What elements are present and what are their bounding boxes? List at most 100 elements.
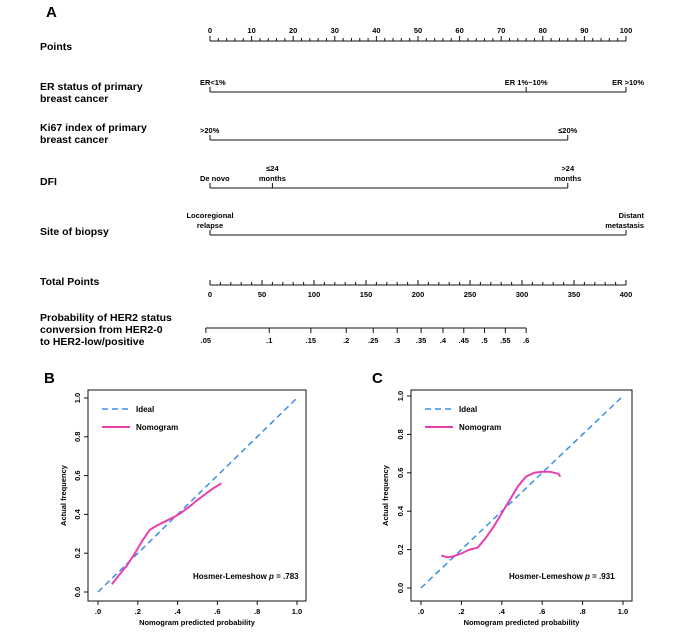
y-tick-label: 0.6 bbox=[73, 470, 82, 480]
row-label-line: breast cancer bbox=[40, 93, 108, 105]
row-label-line: Site of biopsy bbox=[40, 226, 109, 238]
points-tick-label: 100 bbox=[620, 26, 633, 35]
row-label-line: Points bbox=[40, 41, 72, 53]
row-label: Probability of HER2 status conversion fro… bbox=[40, 312, 172, 348]
x-tick-label: .0 bbox=[95, 607, 101, 616]
points-tick-label: 60 bbox=[455, 26, 463, 35]
variable-level-label-line: >24 bbox=[561, 164, 575, 173]
x-axis-label: Nomogram predicted probability bbox=[464, 618, 581, 627]
variable-level-label-line: >20% bbox=[200, 126, 220, 135]
total-points-tick-label: 0 bbox=[208, 290, 212, 299]
y-tick-label: 0.8 bbox=[73, 432, 82, 442]
variable-level-label-line: Distant bbox=[619, 211, 645, 220]
x-tick-label: 1.0 bbox=[618, 607, 628, 616]
variable-level-label-line: ER 1%~10% bbox=[505, 78, 548, 87]
calibration-plot-c: .0 .2 .4 .6 .8 1.0 0.0 0.2 0.4 0.6 0.8 1.0 Nomogram … bbox=[381, 389, 633, 627]
hosmer-lemeshow-annotation: Hosmer-Lemeshow p = .931 bbox=[509, 572, 615, 581]
x-tick-label: .4 bbox=[499, 607, 506, 616]
y-tick-label: 0.0 bbox=[396, 583, 405, 593]
annotation-prefix: Hosmer-Lemeshow bbox=[509, 572, 585, 581]
points-tick-label: 90 bbox=[580, 26, 588, 35]
row-label: Site of biopsy bbox=[40, 226, 109, 238]
variable-level-label-line: months bbox=[554, 174, 581, 183]
row-label-line: DFI bbox=[40, 176, 57, 188]
nomogram-curve bbox=[440, 470, 562, 559]
variable-level-label-line: De novo bbox=[200, 174, 230, 183]
points-tick-label: 80 bbox=[539, 26, 547, 35]
y-axis-label: Actual frequency bbox=[59, 464, 68, 526]
row-label-line: ER status of primary bbox=[40, 81, 143, 93]
probability-tick-label: .55 bbox=[500, 336, 510, 345]
annotation-p: p bbox=[584, 572, 590, 581]
annotation-suffix: = .783 bbox=[274, 572, 299, 581]
probability-tick-label: .1 bbox=[266, 336, 272, 345]
variable-level-label: ER >10% bbox=[612, 78, 644, 87]
variable-level-label: ER 1%~10% bbox=[505, 78, 548, 87]
panel-label-b: B bbox=[44, 370, 55, 387]
points-tick-label: 40 bbox=[372, 26, 380, 35]
y-tick-label: 0.6 bbox=[396, 468, 405, 478]
variable-level-label: Distant metastasis bbox=[605, 211, 644, 230]
total-points-tick-label: 400 bbox=[620, 290, 633, 299]
variable-level-label: ≤20% bbox=[558, 126, 577, 135]
legend-label: Ideal bbox=[136, 405, 154, 414]
plot-frame bbox=[410, 389, 633, 602]
x-tick-label: .8 bbox=[579, 607, 585, 616]
annotation-prefix: Hosmer-Lemeshow bbox=[193, 572, 269, 581]
x-tick-label: .4 bbox=[174, 607, 181, 616]
y-tick-label: 1.0 bbox=[396, 391, 405, 401]
y-axis-label: Actual frequency bbox=[381, 464, 390, 526]
y-tick-label: 0.0 bbox=[73, 587, 82, 597]
hosmer-lemeshow-annotation: Hosmer-Lemeshow p = .783 bbox=[193, 572, 299, 581]
x-tick-label: .0 bbox=[418, 607, 424, 616]
calibration-plot-b: .0 .2 .4 .6 .8 1.0 0.0 0.2 0.4 0.6 0.8 1.0 Nomogram … bbox=[59, 389, 307, 627]
points-tick-label: 20 bbox=[289, 26, 297, 35]
x-tick-label: .6 bbox=[539, 607, 545, 616]
panel-label-a: A bbox=[46, 4, 57, 21]
y-tick-label: 0.8 bbox=[396, 429, 405, 439]
row-label-line: to HER2-low/positive bbox=[40, 336, 145, 348]
total-points-tick-label: 250 bbox=[464, 290, 477, 299]
total-points-tick-label: 150 bbox=[360, 290, 373, 299]
y-tick-label: 1.0 bbox=[73, 393, 82, 403]
x-axis-label: Nomogram predicted probability bbox=[139, 618, 256, 627]
x-tick-label: .2 bbox=[135, 607, 141, 616]
points-tick-label: 0 bbox=[208, 26, 212, 35]
x-tick-label: 1.0 bbox=[292, 607, 302, 616]
x-tick-label: .2 bbox=[458, 607, 464, 616]
points-tick-label: 30 bbox=[331, 26, 339, 35]
row-label-line: Total Points bbox=[40, 276, 99, 288]
variable-level-label-line: ≤24 bbox=[266, 164, 279, 173]
probability-tick-label: .3 bbox=[394, 336, 400, 345]
total-points-tick-label: 350 bbox=[568, 290, 581, 299]
row-label: Ki67 index of primary breast cancer bbox=[40, 122, 147, 146]
probability-tick-label: .5 bbox=[481, 336, 487, 345]
ideal-line bbox=[420, 395, 624, 589]
variable-level-label-line: ER >10% bbox=[612, 78, 644, 87]
plot-frame bbox=[87, 389, 307, 602]
row-label-line: conversion from HER2-0 bbox=[40, 324, 163, 336]
row-label: ER status of primary breast cancer bbox=[40, 81, 143, 105]
variable-level-label: ≤24 months bbox=[259, 164, 286, 183]
variable-level-label-line: Locoregional bbox=[186, 211, 233, 220]
y-tick-label: 0.4 bbox=[396, 505, 405, 516]
y-tick-label: 0.2 bbox=[396, 544, 405, 554]
probability-tick-label: .45 bbox=[459, 336, 469, 345]
points-tick-label: 70 bbox=[497, 26, 505, 35]
total-points-tick-label: 50 bbox=[258, 290, 266, 299]
variable-level-label: >20% bbox=[200, 126, 220, 135]
variable-level-label-line: months bbox=[259, 174, 286, 183]
row-label: DFI bbox=[40, 176, 57, 188]
variable-level-label: Locoregional relapse bbox=[186, 211, 233, 230]
variable-level-label: >24 months bbox=[554, 164, 581, 183]
y-tick-label: 0.4 bbox=[73, 508, 82, 519]
annotation-p: p bbox=[268, 572, 274, 581]
variable-level-label: ER<1% bbox=[200, 78, 226, 87]
probability-tick-label: .05 bbox=[201, 336, 211, 345]
row-label-line: Probability of HER2 status bbox=[40, 312, 172, 324]
row-label: Total Points bbox=[40, 276, 99, 288]
row-label-line: Ki67 index of primary bbox=[40, 122, 147, 134]
legend-label: Nomogram bbox=[459, 423, 501, 432]
variable-level-label-line: ER<1% bbox=[200, 78, 226, 87]
